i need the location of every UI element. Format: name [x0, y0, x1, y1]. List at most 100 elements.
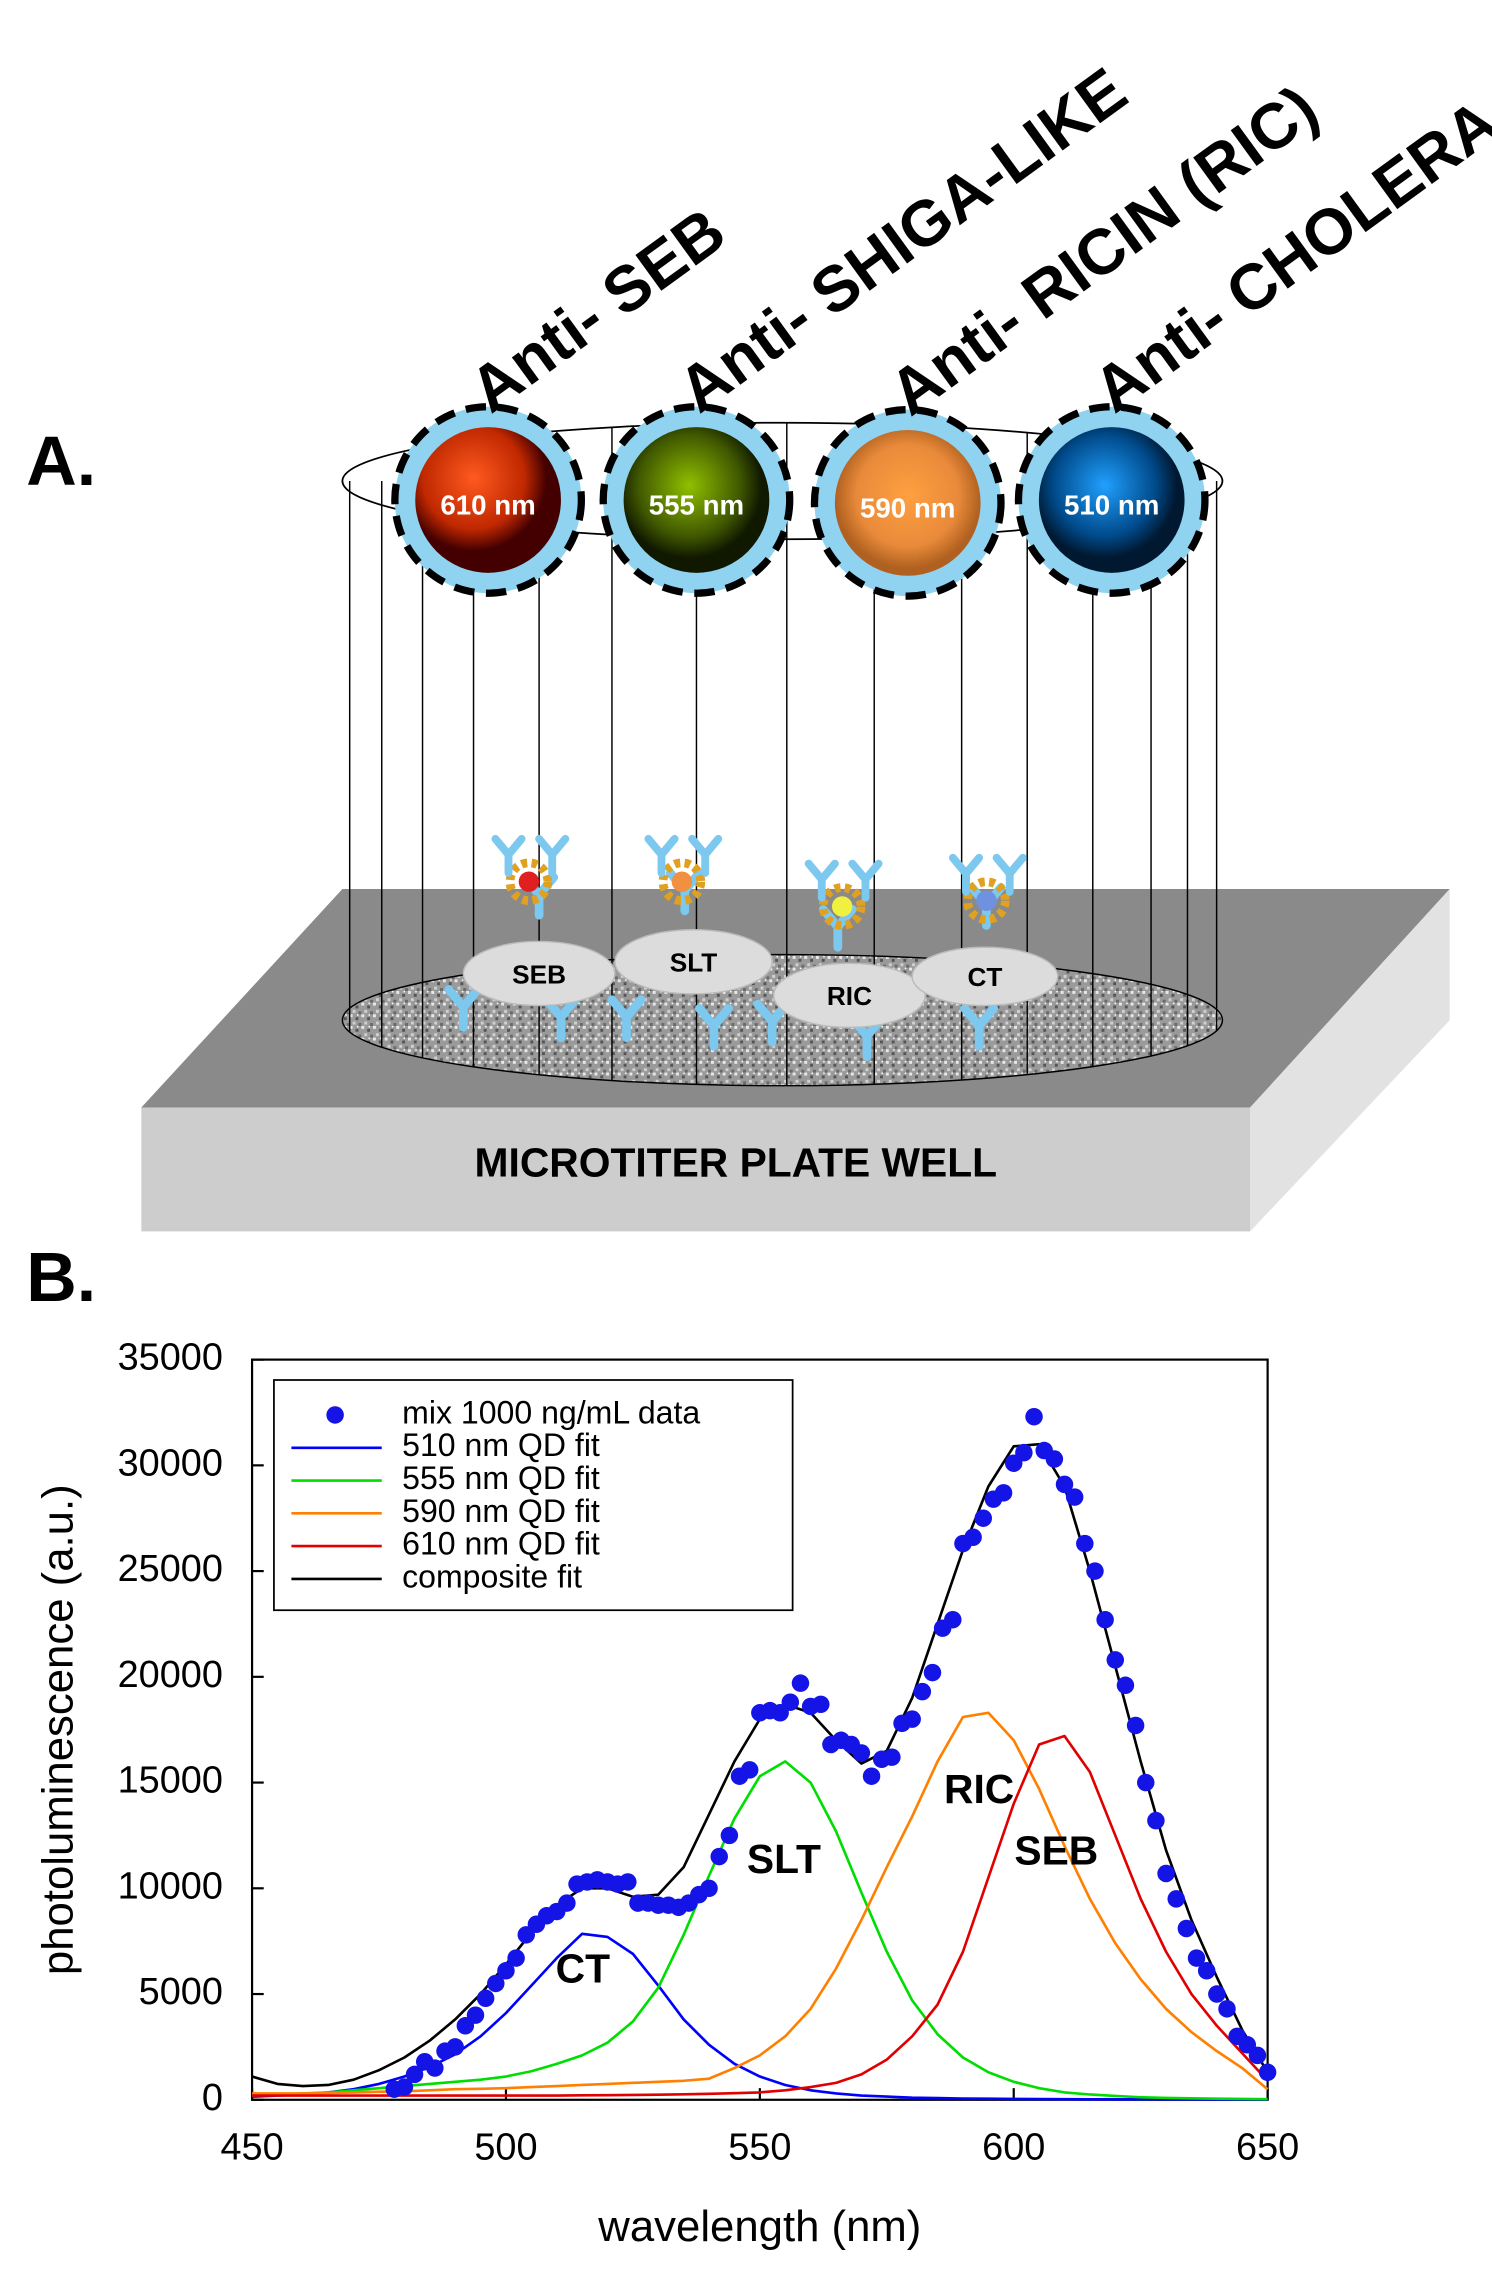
- data-point: [852, 1744, 871, 1762]
- antigen: [614, 929, 773, 995]
- fit-line: [252, 1932, 1268, 2101]
- data-point: [1197, 1962, 1216, 1980]
- y-tick-label: 5000: [139, 1971, 223, 2013]
- data-point: [446, 2038, 464, 2056]
- data-point: [812, 1695, 830, 1714]
- chart: B. 0 5000 10000 15000 20000 25000 30000 35000 450…: [26, 1238, 1299, 2251]
- legend-box: [273, 1379, 794, 1612]
- antibody-shape: [695, 1004, 733, 1051]
- legend-marker: [326, 1406, 344, 1424]
- x-tick-label: 600: [982, 2126, 1045, 2168]
- x-tick-label: 650: [1236, 2126, 1299, 2168]
- data-point: [619, 1873, 637, 1891]
- data-point: [476, 1989, 495, 2008]
- data-point: [1218, 2000, 1236, 2018]
- data-point: [1106, 1651, 1125, 1669]
- antibody: [848, 859, 883, 902]
- antigen: [911, 946, 1059, 1007]
- antibody: [948, 853, 984, 896]
- antibody-shape: [607, 995, 646, 1042]
- data-point: [487, 1974, 505, 1993]
- data-point: [913, 1682, 932, 1701]
- data-point: [1045, 1450, 1064, 1468]
- dot-small: [518, 871, 540, 892]
- antigen-label: SLT: [670, 948, 718, 978]
- data-point: [395, 2078, 414, 2096]
- antibody-shape: [992, 853, 1027, 896]
- dot-ring: [963, 877, 1010, 924]
- y-tick-label: 35000: [118, 1337, 223, 1379]
- antibody-shape: [848, 859, 883, 902]
- peak-label: CT: [556, 1945, 610, 1991]
- antibody: [960, 1004, 999, 1051]
- dot-label: 610 nm: [440, 490, 535, 521]
- data-point: [883, 1748, 901, 1766]
- antibody-shape: [960, 1004, 999, 1051]
- data-point: [1187, 1949, 1206, 1967]
- antibody: [644, 834, 679, 877]
- plate-front: [141, 1107, 1251, 1232]
- data-point: [466, 2006, 485, 2024]
- y-tick-label: 10000: [118, 1865, 223, 1907]
- antibody: [607, 995, 646, 1042]
- data-point: [1086, 1562, 1104, 1580]
- data-point: [1055, 1475, 1074, 1494]
- peak-label: RIC: [944, 1766, 1014, 1812]
- antibody-shape: [535, 834, 570, 877]
- antibody-shape: [688, 834, 723, 877]
- y-tick-label: 20000: [118, 1654, 223, 1696]
- x-tick-label: 500: [474, 2126, 537, 2168]
- data-point: [700, 1879, 718, 1898]
- data-point: [558, 1894, 576, 1912]
- antibody: [992, 853, 1027, 896]
- fit-line: [252, 1734, 1269, 2097]
- antibody: [491, 834, 526, 877]
- data-point: [1137, 1773, 1155, 1792]
- plate-label: MICROTITER PLATE WELL: [475, 1140, 998, 1186]
- data-point: [497, 1962, 515, 1980]
- x-tick-label: 550: [728, 2126, 791, 2168]
- quantum-dot-core: [834, 430, 981, 576]
- antibody-shape: [948, 853, 984, 896]
- data-point: [740, 1761, 759, 1779]
- data-point: [903, 1710, 921, 1728]
- data-point: [1015, 1443, 1033, 1462]
- antigen-label: SEB: [512, 959, 566, 989]
- antigen-label: CT: [967, 962, 1002, 992]
- legend-label: mix 1000 ng/mL data: [402, 1394, 700, 1430]
- fit-line: [252, 1711, 1269, 2095]
- y-tick-label: 15000: [118, 1760, 223, 1802]
- y-tick-label: 30000: [118, 1442, 223, 1484]
- dot-ring: [658, 858, 706, 906]
- antibody-shape: [644, 834, 679, 877]
- peak-label: SEB: [1014, 1827, 1098, 1873]
- legend-label: composite fit: [402, 1558, 582, 1594]
- legend-label: 590 nm QD fit: [402, 1493, 600, 1529]
- data-point: [1065, 1488, 1084, 1506]
- data-point: [1116, 1676, 1135, 1695]
- dot-small: [976, 890, 997, 911]
- data-point: [1258, 2063, 1277, 2082]
- panel-label: A.: [26, 422, 96, 500]
- dot-small: [831, 896, 853, 917]
- data-point: [1157, 1864, 1175, 1883]
- data-point: [944, 1610, 962, 1629]
- peak-label: SLT: [747, 1836, 821, 1882]
- dot-label: 510 nm: [1064, 490, 1159, 521]
- x-tick-label: 450: [220, 2126, 283, 2168]
- antigen-label: RIC: [827, 981, 872, 1011]
- data-point: [791, 1674, 810, 1692]
- data-point: [781, 1693, 800, 1711]
- y-axis-title: photoluminescence (a.u.): [34, 1484, 83, 1975]
- data-point: [720, 1826, 739, 1845]
- dot-label: 555 nm: [649, 490, 744, 521]
- plate-side: [1250, 888, 1450, 1232]
- x-axis-title: wavelength (nm): [597, 2202, 921, 2251]
- antibody: [804, 859, 839, 902]
- fit-line: [252, 1760, 1268, 2101]
- data-point: [1076, 1534, 1094, 1553]
- data-point: [1096, 1610, 1114, 1629]
- dot-label: 590 nm: [860, 492, 955, 523]
